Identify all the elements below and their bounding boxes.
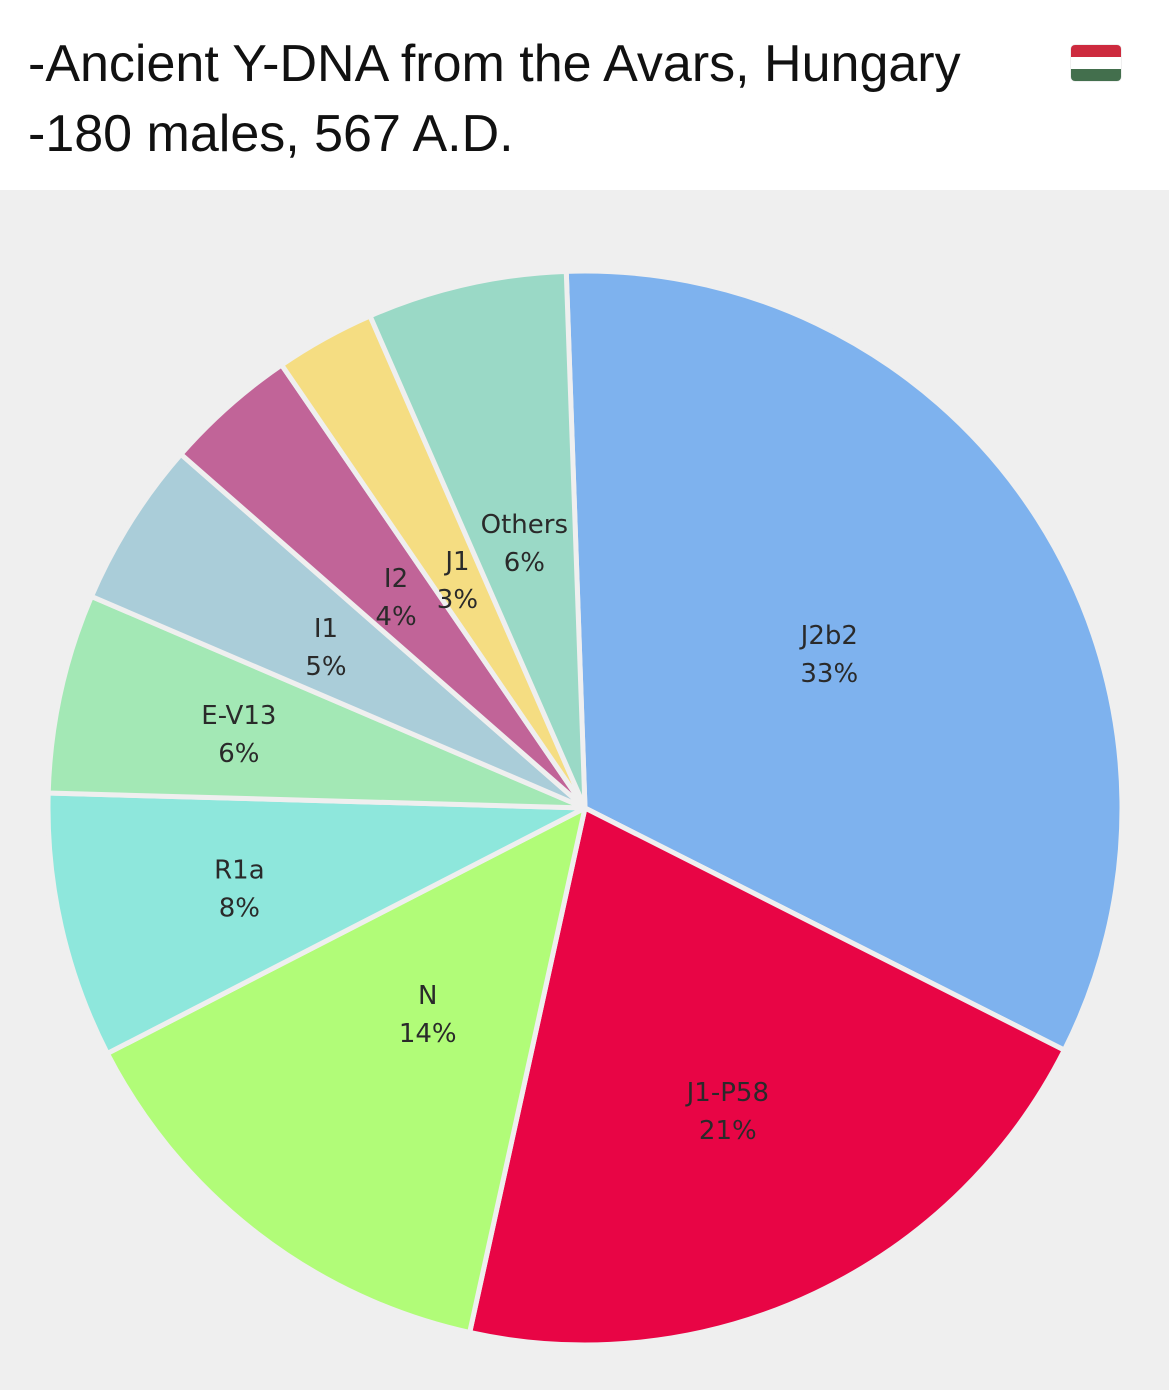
slice-label-i2: I2	[384, 564, 408, 594]
slice-percent-e-v13: 6%	[218, 739, 259, 769]
slice-percent-j1-p58: 21%	[699, 1116, 757, 1146]
slice-label-e-v13: E-V13	[201, 701, 276, 731]
flag-stripe-white	[1071, 57, 1121, 69]
slice-percent-n: 14%	[399, 1019, 457, 1049]
pie-slice-e-v13	[45, 593, 588, 811]
pie-slice-r1a	[45, 790, 588, 1056]
slice-label-j2b2: J2b2	[799, 621, 858, 651]
pie-slice-j1-p58	[467, 805, 1067, 1348]
flag-stripe-green	[1071, 69, 1121, 81]
slice-percent-others: 6%	[504, 548, 545, 578]
slice-percent-j1: 3%	[437, 585, 478, 615]
slice-percent-i1: 5%	[305, 652, 346, 682]
pie-slice-others	[367, 268, 588, 811]
slice-label-j1: J1	[443, 547, 469, 577]
hungary-flag-icon	[1071, 45, 1121, 81]
caption: -Ancient Y-DNA from the Avars, Hungary -…	[0, 0, 1169, 190]
pie-slice-n	[104, 805, 588, 1335]
slice-label-i1: I1	[314, 614, 338, 644]
slice-label-others: Others	[481, 510, 568, 540]
pie-slice-j2b2	[563, 268, 1125, 1053]
slice-percent-r1a: 8%	[219, 894, 260, 924]
slice-label-j1-p58: J1-P58	[685, 1078, 769, 1108]
pie-chart: J2b2 33% J1-P58 21% N 14% R1a 8% E-V13 6% I1 5% I2 4%…	[45, 268, 1125, 1348]
caption-subtitle: -180 males, 567 A.D.	[28, 105, 514, 163]
slice-percent-i2: 4%	[375, 602, 416, 632]
slice-label-n: N	[418, 981, 437, 1011]
slice-label-r1a: R1a	[214, 856, 265, 886]
pie-slice-i1	[88, 451, 588, 811]
chart-panel: J2b2 33% J1-P58 21% N 14% R1a 8% E-V13 6% I1 5% I2 4%…	[0, 190, 1169, 1390]
slice-percent-j2b2: 33%	[800, 659, 858, 689]
flag-stripe-red	[1071, 45, 1121, 57]
caption-title: -Ancient Y-DNA from the Avars, Hungary	[28, 35, 961, 93]
